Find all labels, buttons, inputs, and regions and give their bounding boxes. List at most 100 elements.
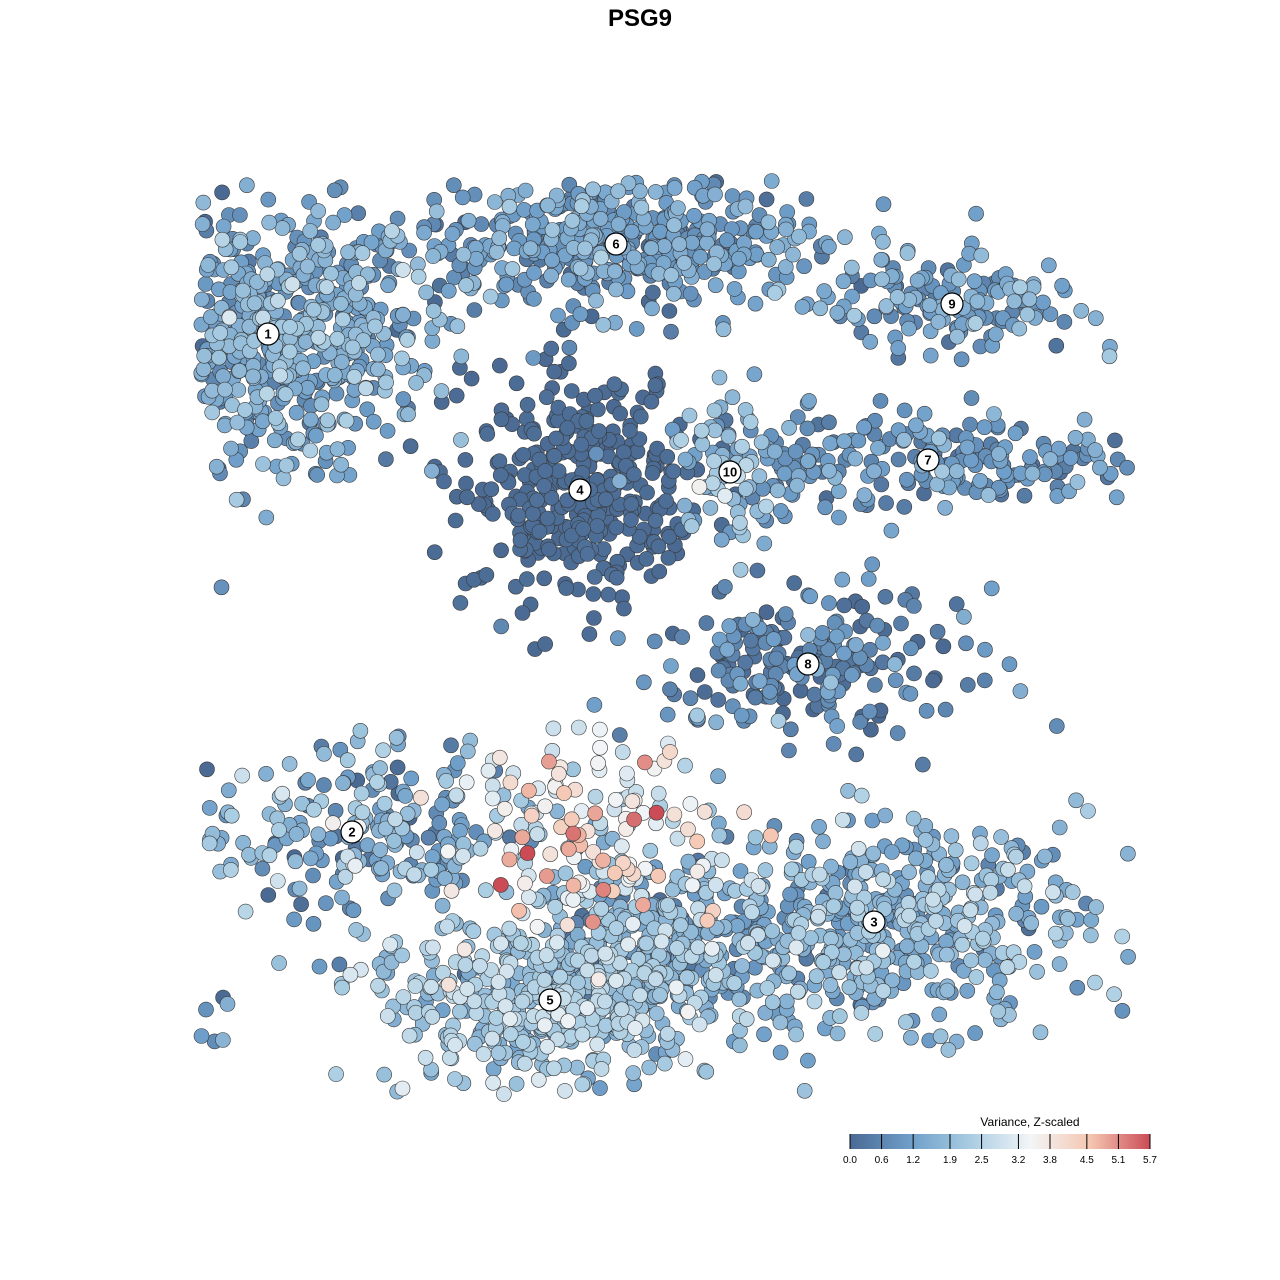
data-point [579, 1000, 596, 1017]
data-point [271, 822, 287, 838]
data-point [1016, 878, 1033, 895]
data-point [785, 246, 801, 263]
data-point [575, 521, 591, 537]
data-point [721, 618, 738, 634]
data-point [606, 376, 623, 393]
data-point [821, 239, 837, 255]
data-point [929, 623, 946, 640]
data-point [689, 833, 706, 850]
data-point [689, 863, 706, 880]
data-point [883, 522, 900, 539]
data-point [229, 414, 246, 431]
cluster-label-text: 8 [804, 657, 811, 672]
data-point [223, 440, 239, 457]
data-point [898, 471, 915, 488]
data-point [270, 292, 286, 309]
data-point [692, 249, 709, 265]
data-point [763, 173, 780, 189]
data-point [299, 258, 316, 275]
data-point [328, 1066, 344, 1082]
data-point [550, 463, 567, 479]
data-point [635, 897, 651, 913]
data-point [199, 761, 215, 778]
data-point [918, 702, 935, 719]
data-point [963, 855, 980, 872]
data-point [333, 295, 349, 312]
data-point [870, 440, 886, 456]
data-point [370, 361, 386, 378]
data-point [309, 467, 326, 483]
data-point [428, 203, 445, 220]
data-point [837, 229, 853, 245]
data-point [747, 689, 764, 706]
data-point [647, 971, 664, 988]
data-point [698, 1063, 715, 1080]
legend-ticks: 0.0 0.6 1.2 1.9 2.5 3.2 3.8 4.5 5.1 5.7 [843, 1134, 1157, 1166]
data-point [546, 363, 563, 380]
data-point [746, 366, 763, 383]
data-point [644, 465, 661, 481]
data-point [1092, 459, 1108, 476]
data-point [864, 556, 881, 573]
data-point [237, 903, 254, 920]
data-point [683, 518, 700, 535]
data-point [272, 367, 288, 384]
data-point [367, 318, 383, 335]
data-point [811, 866, 828, 883]
data-point [853, 787, 870, 804]
data-point [898, 1014, 914, 1030]
data-point [515, 447, 532, 463]
data-point [591, 423, 607, 439]
data-point [821, 595, 837, 611]
data-point [906, 953, 922, 970]
data-point [764, 952, 781, 969]
data-point [335, 775, 351, 791]
data-point [632, 987, 648, 1004]
data-point [875, 234, 891, 250]
data-point [821, 462, 837, 479]
data-point [395, 262, 411, 278]
data-point [536, 972, 553, 988]
data-point [452, 1003, 468, 1020]
data-point [661, 528, 678, 545]
data-point [914, 756, 931, 773]
data-point [696, 684, 713, 700]
data-point [216, 417, 233, 434]
data-point [287, 853, 304, 870]
data-point [502, 774, 519, 791]
data-point [483, 481, 500, 498]
data-point [328, 385, 345, 402]
data-point [573, 198, 590, 214]
data-point [620, 175, 637, 191]
data-point [706, 402, 723, 419]
data-point [651, 563, 668, 580]
data-point [549, 934, 565, 951]
data-point [1049, 718, 1065, 734]
data-point [573, 436, 590, 453]
data-point [875, 983, 892, 999]
data-point [316, 777, 332, 793]
data-point [397, 788, 414, 804]
data-point [1008, 848, 1024, 865]
data-point [311, 958, 328, 975]
data-point [606, 865, 623, 881]
data-point [963, 452, 979, 469]
data-point [501, 920, 518, 937]
data-point [647, 512, 664, 529]
data-point [669, 830, 686, 847]
data-point [1033, 898, 1050, 915]
data-point [982, 884, 999, 901]
cluster-label-text: 7 [924, 453, 931, 468]
data-point [498, 963, 515, 980]
data-point [607, 791, 624, 808]
data-point [731, 250, 747, 267]
data-point [684, 877, 701, 894]
data-point [956, 608, 972, 625]
data-point [241, 846, 257, 863]
data-point [401, 1027, 418, 1044]
data-point [836, 597, 853, 614]
data-point [211, 349, 227, 366]
data-point [742, 414, 759, 430]
data-point [643, 240, 660, 256]
data-point [387, 811, 404, 828]
